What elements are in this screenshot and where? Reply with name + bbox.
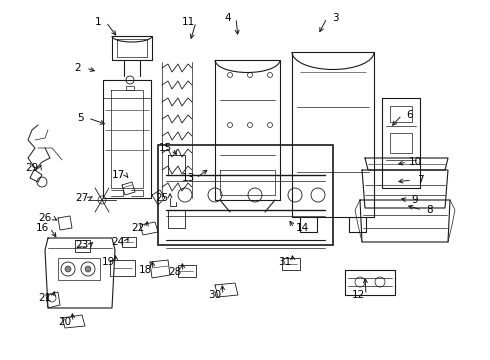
Text: 8: 8	[427, 205, 433, 215]
Text: 18: 18	[138, 265, 151, 275]
Circle shape	[65, 266, 71, 272]
Text: 7: 7	[416, 175, 423, 185]
Text: 23: 23	[75, 240, 89, 250]
Bar	[58, 258, 100, 280]
Text: 20: 20	[58, 317, 72, 327]
Circle shape	[85, 266, 91, 272]
Text: 14: 14	[295, 223, 309, 233]
Text: 15: 15	[158, 143, 172, 153]
Bar	[122, 237, 136, 247]
Text: 13: 13	[181, 173, 195, 183]
Bar	[178, 265, 196, 277]
Text: 21: 21	[38, 293, 51, 303]
Text: 12: 12	[351, 290, 365, 300]
Bar	[390, 133, 412, 153]
Text: 4: 4	[225, 13, 231, 23]
Text: 24: 24	[111, 237, 124, 247]
Text: 26: 26	[38, 213, 51, 223]
Text: 27: 27	[75, 193, 89, 203]
Text: 28: 28	[169, 267, 182, 277]
Text: 17: 17	[111, 170, 124, 180]
Bar	[282, 258, 300, 270]
Text: 22: 22	[131, 223, 145, 233]
Text: 16: 16	[35, 223, 49, 233]
Text: 31: 31	[278, 257, 292, 267]
Text: 5: 5	[77, 113, 83, 123]
Text: 10: 10	[409, 157, 421, 167]
Bar	[390, 106, 412, 122]
Text: 25: 25	[155, 193, 169, 203]
Text: 6: 6	[407, 110, 413, 120]
Bar	[110, 260, 135, 276]
Text: 1: 1	[95, 17, 101, 27]
Text: 3: 3	[332, 13, 338, 23]
Text: 29: 29	[25, 163, 39, 173]
Text: 2: 2	[74, 63, 81, 73]
Text: 19: 19	[101, 257, 115, 267]
Text: 9: 9	[412, 195, 418, 205]
Text: 30: 30	[208, 290, 221, 300]
Text: 11: 11	[181, 17, 195, 27]
Bar	[158, 145, 333, 245]
